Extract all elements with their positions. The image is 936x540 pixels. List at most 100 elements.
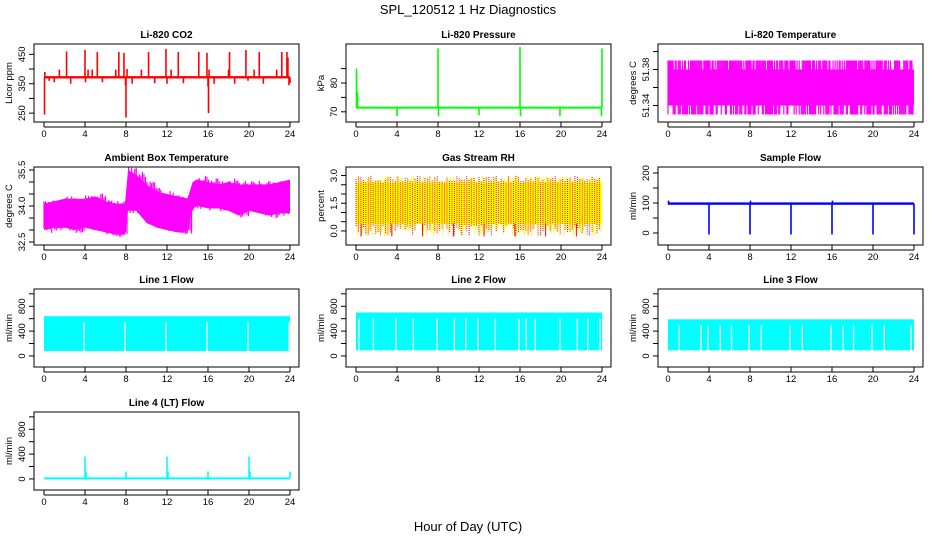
x-tick-label: 12 bbox=[786, 252, 797, 263]
x-tick-label: 4 bbox=[82, 129, 87, 140]
x-tick-label: 0 bbox=[665, 374, 670, 385]
x-tick-label: 20 bbox=[244, 374, 255, 385]
y-tick-label: 0 bbox=[641, 353, 652, 358]
y-tick-label: 400 bbox=[17, 446, 28, 462]
x-tick-label: 0 bbox=[41, 252, 46, 263]
x-tick-label: 8 bbox=[747, 129, 752, 140]
series-marks bbox=[667, 60, 914, 115]
series-marks bbox=[355, 175, 602, 237]
x-tick-label: 24 bbox=[285, 252, 296, 263]
y-tick-label: 400 bbox=[641, 323, 652, 339]
x-tick-label: 20 bbox=[556, 374, 567, 385]
x-tick-label: 4 bbox=[706, 252, 711, 263]
y-axis-label: ml/min bbox=[4, 437, 15, 465]
series-marks bbox=[356, 312, 602, 351]
x-tick-label: 12 bbox=[162, 129, 173, 140]
x-tick-label: 12 bbox=[162, 497, 173, 508]
y-tick-label: 200 bbox=[641, 165, 652, 181]
y-tick-label: 800 bbox=[641, 298, 652, 314]
y-tick-label: 400 bbox=[329, 323, 340, 339]
x-tick-label: 0 bbox=[353, 129, 358, 140]
x-tick-label: 24 bbox=[285, 497, 296, 508]
x-tick-label: 4 bbox=[394, 252, 399, 263]
x-tick-label: 20 bbox=[244, 252, 255, 263]
panel-title: Sample Flow bbox=[760, 153, 821, 164]
y-tick-label: 32.5 bbox=[17, 233, 28, 252]
panel-title: Ambient Box Temperature bbox=[104, 153, 229, 164]
y-axis-label: degrees C bbox=[628, 61, 639, 105]
y-tick-label: 51.34 bbox=[641, 94, 652, 118]
x-tick-label: 12 bbox=[162, 252, 173, 263]
x-tick-label: 8 bbox=[747, 252, 752, 263]
panel-title: Line 3 Flow bbox=[763, 275, 818, 286]
panel-title: Line 1 Flow bbox=[139, 275, 194, 286]
y-axis-label: degrees C bbox=[4, 184, 15, 228]
x-tick-label: 16 bbox=[515, 374, 526, 385]
x-tick-label: 24 bbox=[909, 129, 920, 140]
y-tick-label: 350 bbox=[17, 76, 28, 92]
y-tick-label: 70 bbox=[329, 107, 340, 118]
x-tick-label: 16 bbox=[203, 252, 214, 263]
x-tick-label: 0 bbox=[41, 374, 46, 385]
series-marks bbox=[44, 316, 290, 351]
y-tick-label: 3.0 bbox=[329, 169, 340, 182]
x-tick-label: 12 bbox=[474, 374, 485, 385]
x-tick-label: 8 bbox=[123, 129, 128, 140]
y-tick-label: 35.5 bbox=[17, 161, 28, 180]
x-tick-label: 24 bbox=[909, 374, 920, 385]
x-tick-label: 12 bbox=[786, 129, 797, 140]
x-tick-label: 4 bbox=[82, 252, 87, 263]
x-tick-label: 8 bbox=[435, 252, 440, 263]
figure-xlabel: Hour of Day (UTC) bbox=[414, 519, 522, 534]
y-tick-label: 80 bbox=[329, 78, 340, 89]
x-tick-label: 20 bbox=[868, 252, 879, 263]
x-tick-label: 8 bbox=[123, 252, 128, 263]
x-tick-label: 16 bbox=[827, 129, 838, 140]
series-marks bbox=[355, 47, 603, 117]
x-tick-label: 8 bbox=[435, 129, 440, 140]
y-axis-label: ml/min bbox=[628, 192, 639, 220]
series-marks bbox=[44, 456, 291, 480]
y-tick-label: 0 bbox=[17, 353, 28, 358]
x-tick-label: 0 bbox=[353, 252, 358, 263]
x-tick-label: 12 bbox=[786, 374, 797, 385]
panel-title: Li-820 CO2 bbox=[140, 30, 193, 41]
x-tick-label: 0 bbox=[665, 129, 670, 140]
x-tick-label: 20 bbox=[556, 129, 567, 140]
y-tick-label: 800 bbox=[329, 298, 340, 314]
y-tick-label: 0.0 bbox=[329, 224, 340, 237]
x-tick-label: 16 bbox=[515, 129, 526, 140]
x-tick-label: 0 bbox=[353, 374, 358, 385]
x-tick-label: 16 bbox=[203, 129, 214, 140]
baseline-band bbox=[44, 477, 290, 480]
y-tick-label: 34.0 bbox=[17, 197, 28, 216]
panel-title: Li-820 Temperature bbox=[745, 30, 837, 41]
x-tick-label: 16 bbox=[827, 374, 838, 385]
x-tick-label: 4 bbox=[82, 497, 87, 508]
y-tick-label: 1.5 bbox=[329, 197, 340, 210]
x-tick-label: 12 bbox=[474, 129, 485, 140]
panel-title: Gas Stream RH bbox=[442, 153, 515, 164]
x-tick-label: 20 bbox=[868, 129, 879, 140]
panel-3: Li-820 Temperature 0 4 8 12 16 20 24 51.34 51.38d… bbox=[628, 30, 924, 140]
series-marks bbox=[43, 167, 290, 237]
y-axis-label: percent bbox=[316, 190, 327, 222]
x-tick-label: 20 bbox=[556, 252, 567, 263]
x-tick-label: 0 bbox=[41, 129, 46, 140]
x-tick-label: 4 bbox=[394, 374, 399, 385]
x-tick-label: 8 bbox=[747, 374, 752, 385]
y-tick-label: 0 bbox=[641, 230, 652, 235]
x-tick-label: 8 bbox=[435, 374, 440, 385]
series-marks bbox=[43, 49, 291, 118]
x-tick-label: 4 bbox=[394, 129, 399, 140]
y-axis-label: ml/min bbox=[316, 314, 327, 342]
